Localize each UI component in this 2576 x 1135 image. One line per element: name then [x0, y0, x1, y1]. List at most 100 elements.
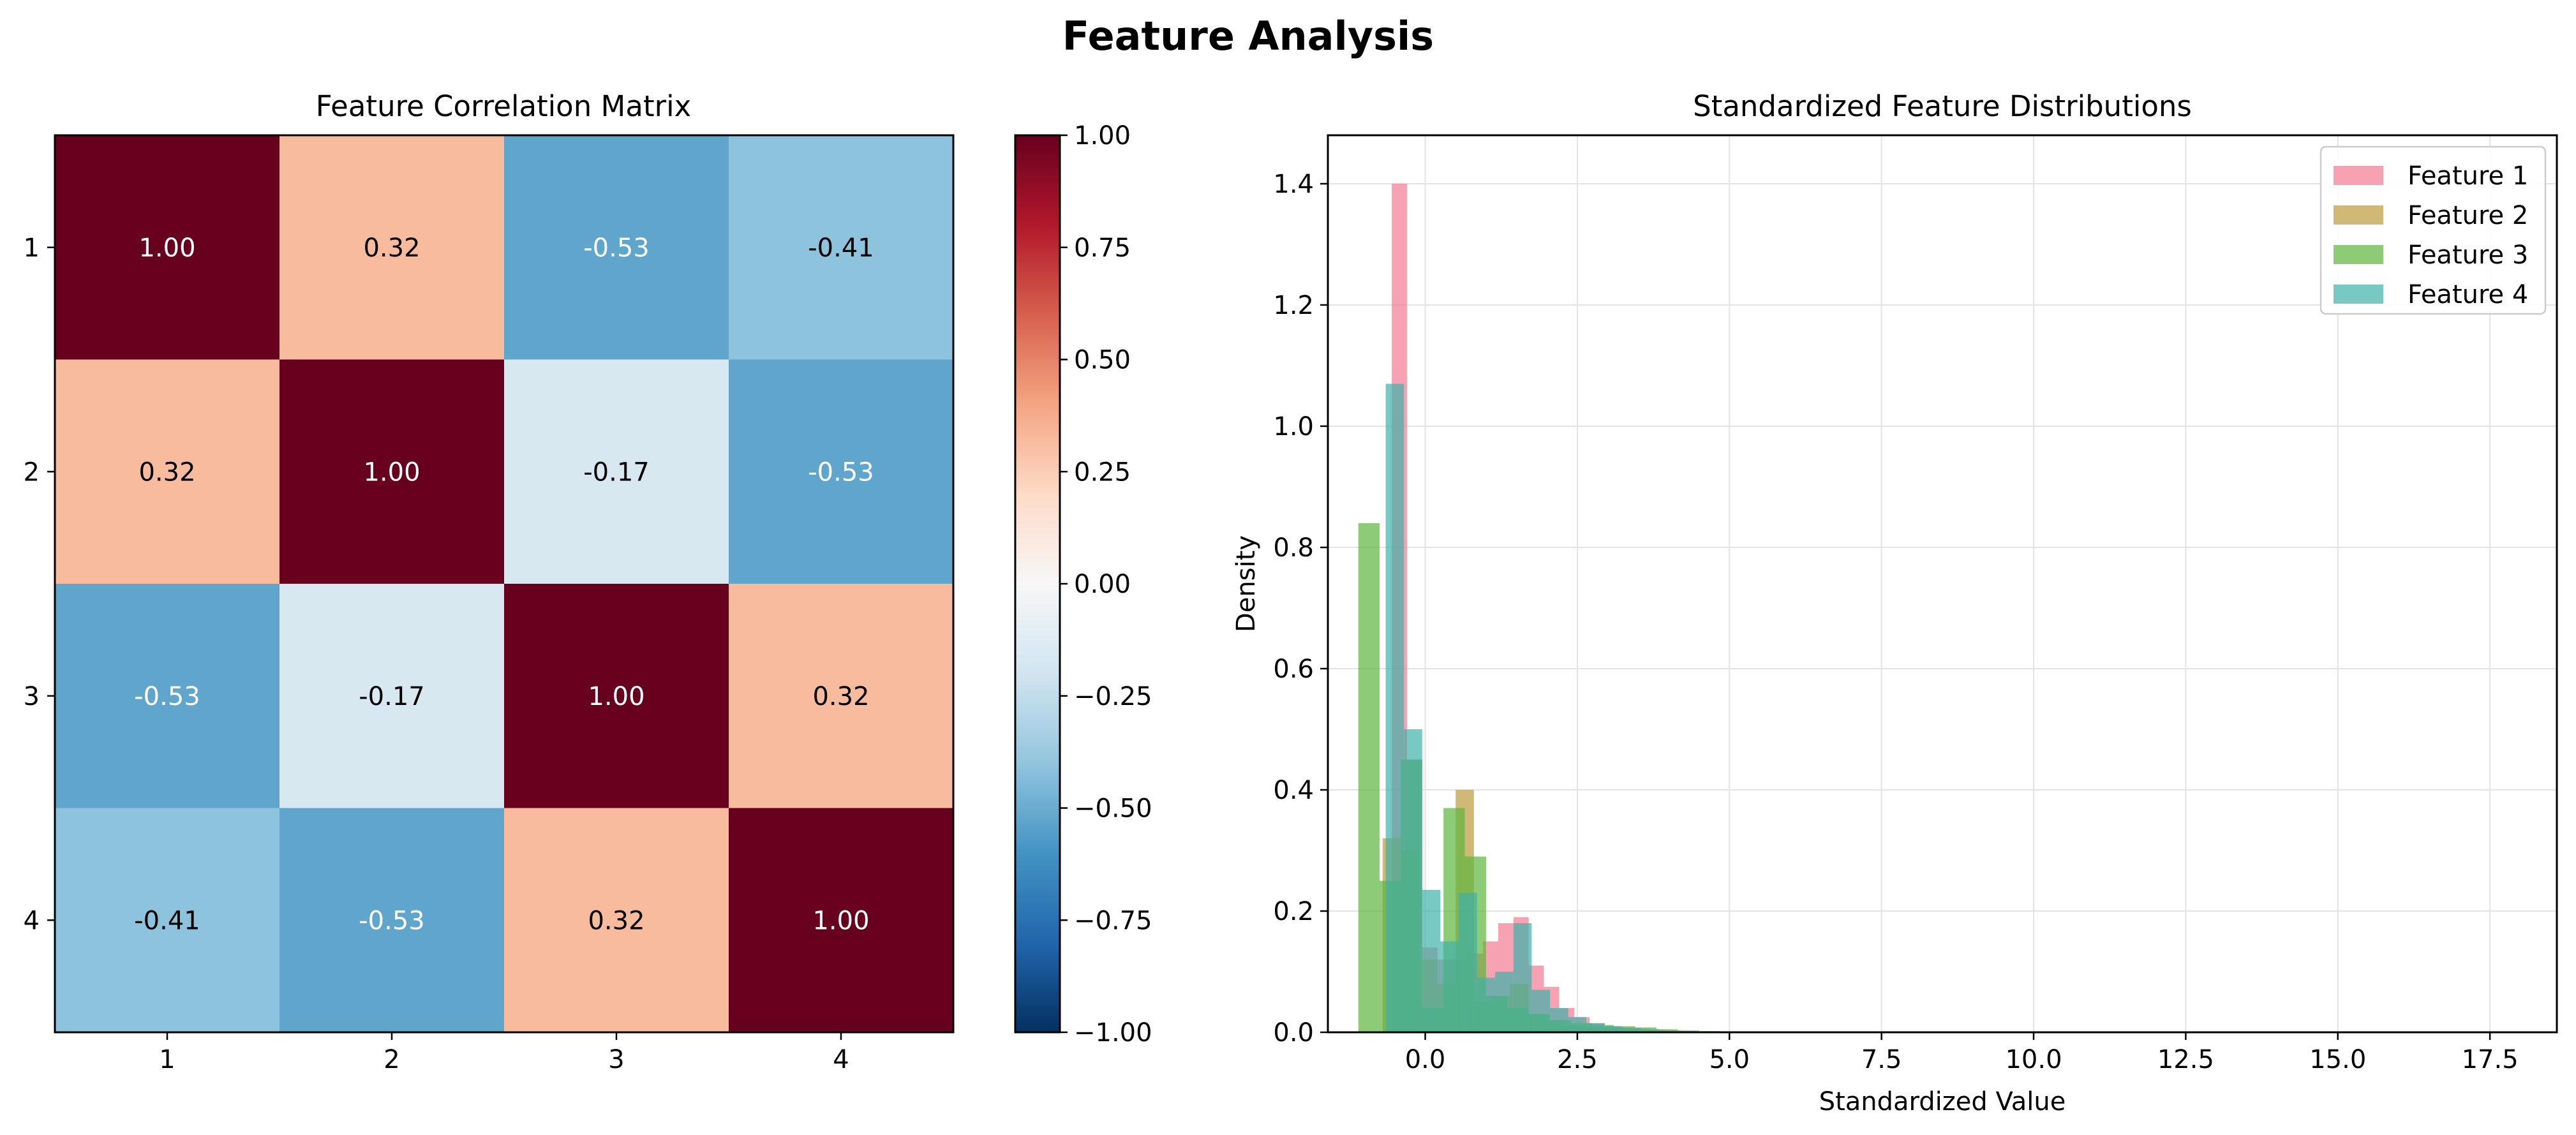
heatmap-cell-label-1-1: 1.00 [138, 234, 195, 263]
heatmap-cell-label-3-4: 0.32 [812, 682, 869, 711]
heatmap-cell-4-4 [729, 808, 954, 1033]
legend-label-feature-4: Feature 4 [2408, 280, 2528, 309]
legend-swatch-feature-4 [2334, 285, 2383, 304]
heatmap-cells [55, 135, 954, 1033]
histogram-y-tick-label: 1.4 [1273, 170, 1314, 199]
heatmap-cell-label-2-1: 0.32 [138, 457, 195, 487]
heatmap-cell-4-1 [55, 808, 280, 1033]
heatmap-cell-1-2 [279, 135, 505, 360]
bar-feature-4 [1550, 1008, 1568, 1032]
heatmap-cell-1-3 [504, 135, 729, 360]
bar-feature-4 [1604, 1026, 1623, 1032]
legend-label-feature-1: Feature 1 [2408, 161, 2528, 191]
heatmap-cell-1-4 [729, 135, 954, 360]
histogram-legend: Feature 1 Feature 2 Feature 3 Feature 4 [2319, 145, 2547, 315]
heatmap-panel: Feature Correlation Matrix 1.00 0.32 -0.53… [24, 89, 955, 1074]
histogram-x-tick-label: 10.0 [2005, 1045, 2062, 1074]
colorbar-tick-label: −1.00 [1074, 1018, 1152, 1048]
heatmap-cell-label-3-2: -0.17 [359, 682, 425, 711]
colorbar: 1.00 0.75 0.50 0.25 0.00 −0.25 −0.50 −0.75 −1.00 [1014, 121, 1152, 1048]
heatmap-title: Feature Correlation Matrix [316, 89, 691, 123]
histogram-y-tick-label: 0.8 [1273, 533, 1314, 563]
heatmap-x-tick-label: 2 [383, 1045, 399, 1074]
bar-feature-4 [1440, 941, 1459, 1032]
series-feature-4 [1385, 383, 1733, 1032]
heatmap-cell-1-1 [55, 135, 280, 360]
colorbar-tick-label: 0.75 [1074, 234, 1131, 263]
heatmap-cell-label-3-1: -0.53 [134, 682, 200, 711]
heatmap-x-tick-label: 1 [159, 1045, 175, 1074]
bar-feature-4 [1623, 1028, 1642, 1032]
bar-feature-4 [1458, 893, 1477, 1032]
heatmap-cell-2-4 [729, 359, 954, 584]
bar-feature-4 [1477, 977, 1496, 1032]
heatmap-cell-3-1 [55, 584, 280, 808]
bar-feature-4 [1385, 383, 1404, 1032]
colorbar-gradient [1014, 134, 1061, 1034]
heatmap-y-tick-label: 2 [24, 457, 40, 487]
legend-swatch-feature-2 [2334, 205, 2383, 225]
legend-swatch-feature-1 [2334, 166, 2383, 185]
figure-title: Feature Analysis [1062, 13, 1434, 59]
heatmap-cell-label-4-4: 1.00 [812, 906, 869, 935]
heatmap-cell-3-3 [504, 584, 729, 808]
heatmap-cell-label-4-1: -0.41 [134, 906, 200, 935]
histogram-x-tick-label: 0.0 [1405, 1045, 1446, 1074]
histogram-x-tick-label: 17.5 [2462, 1045, 2519, 1074]
colorbar-tick-label: −0.25 [1074, 682, 1152, 711]
heatmap-cell-2-1 [55, 359, 280, 584]
colorbar-tick-label: 0.25 [1074, 457, 1131, 487]
heatmap-cell-4-2 [279, 808, 505, 1033]
heatmap-y-tick-label: 3 [24, 682, 40, 711]
colorbar-ticks: 1.00 0.75 0.50 0.25 0.00 −0.25 −0.50 −0.75 −1.00 [1060, 121, 1152, 1048]
heatmap-x-axis: 1 2 3 4 [159, 1032, 849, 1074]
heatmap-cell-label-4-2: -0.53 [359, 906, 425, 935]
legend-swatch-feature-3 [2334, 245, 2383, 264]
histogram-x-tick-label: 7.5 [1861, 1045, 1902, 1074]
heatmap-x-tick-label: 4 [833, 1045, 849, 1074]
bar-feature-4 [1586, 1023, 1605, 1032]
histogram-x-tick-label: 2.5 [1557, 1045, 1598, 1074]
colorbar-tick-label: 0.00 [1074, 570, 1131, 599]
heatmap-cell-label-2-2: 1.00 [363, 457, 420, 487]
histogram-y-tick-label: 0.4 [1273, 776, 1314, 805]
colorbar-tick-label: 1.00 [1074, 121, 1131, 151]
histogram-x-tick-label: 12.5 [2157, 1045, 2214, 1074]
heatmap-x-tick-label: 3 [608, 1045, 624, 1074]
histogram-frame [1327, 134, 2558, 1034]
heatmap-cell-label-1-4: -0.41 [808, 234, 874, 263]
histogram-x-tick-label: 15.0 [2309, 1045, 2366, 1074]
colorbar-tick-label: −0.50 [1074, 794, 1152, 824]
histogram-x-tick-label: 5.0 [1709, 1045, 1750, 1074]
histogram-x-axis: 0.0 2.5 5.0 7.5 10.0 12.5 15.0 17.5 [1405, 1032, 2519, 1074]
heatmap-y-tick-label: 1 [24, 234, 40, 263]
histogram-y-tick-label: 1.2 [1273, 291, 1314, 320]
histogram-y-label: Density [1232, 535, 1261, 632]
legend-frame [2319, 145, 2547, 315]
heatmap-cell-2-2 [279, 359, 505, 584]
heatmap-cell-label-2-4: -0.53 [808, 457, 874, 487]
heatmap-cell-2-3 [504, 359, 729, 584]
histogram-y-axis: 0.0 0.2 0.4 0.6 0.8 1.0 1.2 1.4 [1273, 170, 1328, 1048]
heatmap-cell-label-4-3: 0.32 [588, 906, 644, 935]
histogram-title: Standardized Feature Distributions [1693, 89, 2192, 123]
bar-feature-4 [1531, 990, 1551, 1032]
heatmap-cell-4-3 [504, 808, 729, 1033]
heatmap-cell-label-1-3: -0.53 [583, 234, 650, 263]
legend-label-feature-2: Feature 2 [2408, 201, 2528, 230]
heatmap-frame [54, 134, 955, 1034]
histogram-bars [1358, 184, 1742, 1032]
bar-feature-4 [1568, 1017, 1587, 1032]
heatmap-cell-label-1-2: 0.32 [363, 234, 420, 263]
histogram-panel: Standardized Feature Distributions 0.0 2.… [1232, 89, 2558, 1116]
heatmap-annotations: 1.00 0.32 -0.53 -0.41 0.32 1.00 -0.17 -0.53 -0.5… [134, 234, 874, 936]
bar-feature-3 [1358, 523, 1380, 1032]
histogram-x-label: Standardized Value [1819, 1087, 2066, 1116]
bar-feature-4 [1641, 1029, 1660, 1032]
legend-label-feature-3: Feature 3 [2408, 241, 2528, 270]
histogram-y-tick-label: 0.0 [1273, 1018, 1314, 1048]
heatmap-cell-3-4 [729, 584, 954, 808]
heatmap-cell-label-3-3: 1.00 [588, 682, 644, 711]
heatmap-cell-label-2-3: -0.17 [583, 457, 650, 487]
